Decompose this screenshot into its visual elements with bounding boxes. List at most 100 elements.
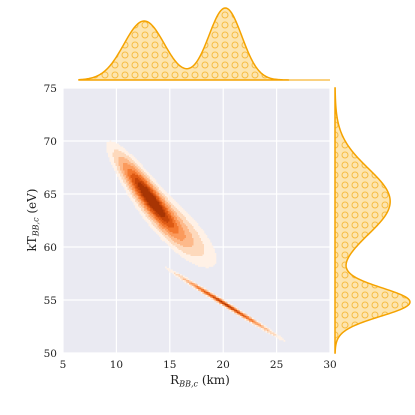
density-cell xyxy=(172,202,175,204)
density-cell xyxy=(120,166,122,168)
density-cell xyxy=(169,212,172,215)
density-cell xyxy=(138,190,140,192)
density-cell xyxy=(150,185,152,188)
density-cell xyxy=(178,229,181,231)
density-cell xyxy=(156,220,158,222)
density-cell xyxy=(132,190,134,192)
density-cell xyxy=(204,290,206,293)
density-cell xyxy=(160,238,163,240)
density-cell xyxy=(148,184,151,186)
density-cell xyxy=(151,200,154,203)
density-cell xyxy=(252,322,254,324)
density-cell xyxy=(139,184,142,186)
density-cell xyxy=(144,206,146,209)
density-cell xyxy=(129,166,131,168)
density-cell xyxy=(148,199,151,201)
density-cell xyxy=(160,221,163,224)
density-cell xyxy=(196,284,199,287)
density-cell xyxy=(129,157,131,159)
density-cell xyxy=(132,163,134,165)
density-cell xyxy=(234,308,236,311)
density-cell xyxy=(276,334,278,336)
density-cell xyxy=(138,184,140,186)
density-cell xyxy=(148,214,151,216)
density-cell xyxy=(195,241,197,243)
density-cell xyxy=(202,248,205,251)
density-cell xyxy=(117,173,119,176)
density-cell xyxy=(187,281,190,284)
density-cell xyxy=(213,259,215,261)
density-cell xyxy=(190,260,193,263)
density-cell xyxy=(145,173,148,176)
density-cell xyxy=(193,251,196,254)
density-cell xyxy=(121,175,124,177)
density-cell xyxy=(171,199,173,201)
density-cell xyxy=(205,259,208,261)
density-cell xyxy=(229,304,232,306)
density-cell xyxy=(240,316,242,318)
density-cell xyxy=(226,305,229,308)
density-cell xyxy=(160,191,163,194)
density-cell xyxy=(162,206,164,209)
density-cell xyxy=(169,218,172,221)
density-cell xyxy=(124,170,127,173)
density-cell xyxy=(175,250,178,252)
density-cell xyxy=(172,203,175,206)
density-cell xyxy=(204,292,206,294)
density-cell xyxy=(178,215,181,218)
density-cell xyxy=(154,220,157,222)
density-cell xyxy=(174,272,176,275)
density-cell xyxy=(178,209,181,212)
density-cell xyxy=(166,212,169,215)
density-cell xyxy=(211,292,214,294)
density-cell xyxy=(118,161,121,164)
density-cell xyxy=(250,317,253,320)
density-cell xyxy=(154,190,157,192)
density-cell xyxy=(160,224,163,227)
density-cell xyxy=(181,223,184,225)
density-cell xyxy=(166,193,169,195)
density-cell xyxy=(150,175,152,177)
density-cell xyxy=(156,217,158,219)
density-cell xyxy=(201,235,203,237)
density-cell xyxy=(130,199,133,201)
density-cell xyxy=(204,250,206,252)
density-cell xyxy=(163,214,166,216)
density-cell xyxy=(189,224,191,227)
density-cell xyxy=(156,230,158,233)
density-cell xyxy=(154,208,157,210)
density-cell xyxy=(142,203,145,206)
density-cell xyxy=(111,158,113,161)
density-cell xyxy=(159,196,161,198)
density-cell xyxy=(157,232,160,234)
density-cell xyxy=(174,221,176,224)
density-cell xyxy=(141,200,143,203)
density-cell xyxy=(196,230,199,233)
density-cell xyxy=(198,265,200,267)
density-cell xyxy=(121,182,124,185)
density-cell xyxy=(159,212,161,215)
density-cell xyxy=(172,205,175,207)
density-cell xyxy=(159,206,161,209)
density-cell xyxy=(172,239,175,242)
density-cell xyxy=(181,209,184,212)
density-cell xyxy=(108,148,110,150)
density-cell xyxy=(147,181,149,183)
density-cell xyxy=(106,145,109,147)
density-cell xyxy=(115,161,118,164)
density-cell xyxy=(127,160,130,162)
density-cell xyxy=(124,160,127,162)
density-cell xyxy=(198,238,200,240)
density-cell xyxy=(262,326,265,329)
density-cell xyxy=(258,325,260,327)
density-cell xyxy=(207,257,209,260)
density-cell xyxy=(196,224,199,227)
density-cell xyxy=(169,245,172,248)
density-cell xyxy=(112,163,115,165)
right-marginal-distribution xyxy=(334,87,411,354)
density-cell xyxy=(163,200,166,203)
density-cell xyxy=(207,242,209,245)
density-cell xyxy=(186,281,188,284)
density-cell xyxy=(115,149,118,152)
density-cell xyxy=(156,188,158,191)
